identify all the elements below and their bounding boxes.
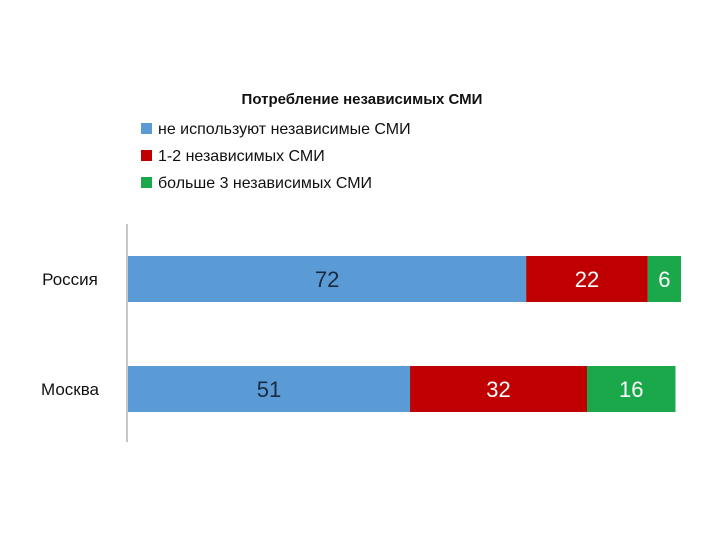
legend-label-1: не используют независимые СМИ bbox=[158, 121, 411, 138]
category-labels: Россия Москва bbox=[41, 270, 100, 399]
bar-2-series-2 bbox=[410, 366, 587, 412]
data-label-2-series-3: 16 bbox=[619, 377, 643, 402]
data-label-2-series-1: 51 bbox=[257, 377, 281, 402]
bar-1-series-1 bbox=[128, 256, 527, 302]
chart-legend: не используют независимые СМИ 1-2 независ… bbox=[141, 121, 411, 192]
bar-2-series-1 bbox=[128, 366, 411, 412]
data-label-2-series-2: 32 bbox=[486, 377, 510, 402]
legend-label-3: больше 3 независимых СМИ bbox=[158, 175, 372, 192]
legend-swatch-1 bbox=[141, 123, 152, 134]
legend-label-2: 1-2 независимых СМИ bbox=[158, 148, 325, 165]
bar-1-series-2 bbox=[526, 256, 648, 302]
bar-2-series-3 bbox=[586, 366, 676, 412]
category-label-1: Россия bbox=[42, 270, 98, 289]
chart-title: Потребление независимых СМИ bbox=[242, 91, 483, 108]
bar-1-series-3 bbox=[647, 256, 681, 302]
legend-swatch-3 bbox=[141, 177, 152, 188]
category-label-2: Москва bbox=[41, 380, 100, 399]
legend-swatch-2 bbox=[141, 150, 152, 161]
data-label-1-series-3: 6 bbox=[658, 267, 670, 292]
data-label-1-series-2: 22 bbox=[575, 267, 599, 292]
data-label-1-series-1: 72 bbox=[315, 267, 339, 292]
bars-group: 72 22 6 51 32 16 bbox=[128, 256, 681, 412]
